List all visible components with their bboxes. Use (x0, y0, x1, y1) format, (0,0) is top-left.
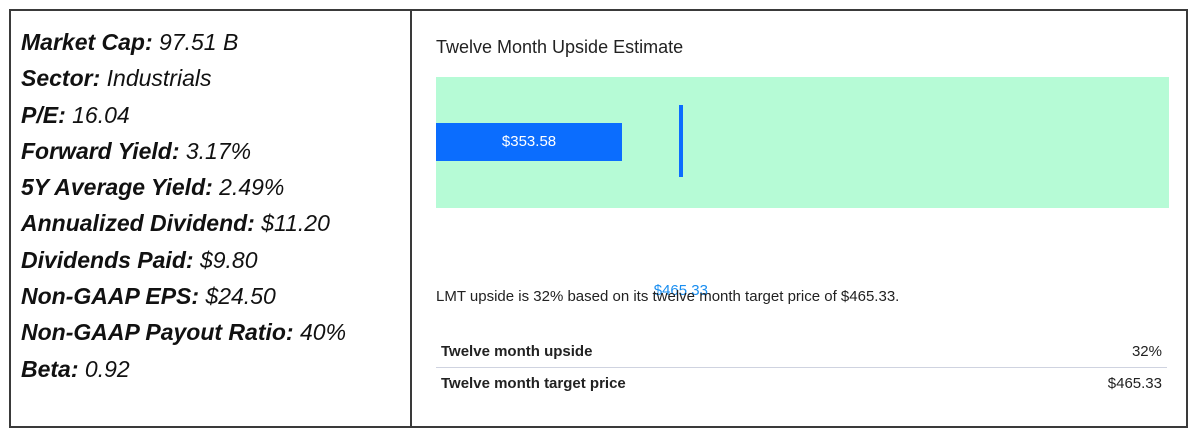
stat-label: Forward Yield: (21, 137, 180, 164)
stat-value: $9.80 (199, 246, 258, 273)
stat-value: $11.20 (261, 210, 330, 237)
stock-summary-card: Market Cap: 97.51 B Sector: Industrials … (9, 9, 1188, 428)
current-price-bar-label: $353.58 (501, 133, 557, 150)
upside-table: Twelve month upside 32% Twelve month tar… (436, 336, 1167, 399)
stat-value: 3.17% (185, 137, 252, 164)
stat-sector: Sector: Industrials (21, 60, 401, 96)
upside-estimate-panel: Twelve Month Upside Estimate $353.58 $46… (414, 11, 1186, 426)
table-divider (436, 367, 1167, 368)
panel-title: Twelve Month Upside Estimate (436, 37, 684, 57)
stat-label: Beta: (21, 355, 79, 382)
stat-non-gaap-payout-ratio: Non-GAAP Payout Ratio: 40% (21, 314, 401, 350)
stat-forward-yield: Forward Yield: 3.17% (21, 133, 401, 169)
stat-label: Sector: (21, 65, 101, 92)
stat-non-gaap-eps: Non-GAAP EPS: $24.50 (21, 278, 401, 314)
stat-value: 97.51 B (159, 29, 239, 55)
table-row: Twelve month upside 32% (436, 336, 1167, 367)
stat-value: 2.49% (219, 174, 285, 201)
current-price-bar: $353.58 (436, 123, 623, 161)
stat-annualized-dividend: Annualized Dividend: $11.20 (21, 205, 401, 241)
target-price-label: $465.33 (653, 282, 708, 299)
stat-beta: Beta: 0.92 (21, 351, 401, 387)
stat-label: Non-GAAP EPS: (21, 283, 200, 310)
table-row-label: Twelve month target price (441, 375, 626, 392)
key-stats-list: Market Cap: 97.51 B Sector: Industrials … (21, 24, 401, 387)
stat-label: Dividends Paid: (21, 246, 194, 273)
stat-5y-average-yield: 5Y Average Yield: 2.49% (21, 169, 401, 205)
stat-value: $24.50 (205, 283, 276, 310)
table-row-value: 32% (1131, 343, 1162, 360)
upside-summary-text: LMT upside is 32% based on its twelve mo… (436, 288, 900, 305)
stat-dividends-paid: Dividends Paid: $9.80 (21, 242, 401, 278)
stat-label: Annualized Dividend: (21, 210, 255, 237)
stat-market-cap: Market Cap: 97.51 B (21, 24, 401, 60)
upside-chart: $353.58 $465.33 (436, 77, 1169, 299)
stat-label: P/E: (21, 101, 66, 128)
stat-value: 16.04 (72, 101, 130, 128)
stat-value: Industrials (106, 65, 212, 92)
table-row-value: $465.33 (1107, 375, 1162, 392)
target-price-marker (678, 105, 683, 177)
table-row: Twelve month target price $465.33 (436, 368, 1167, 399)
stat-label: Market Cap: (21, 29, 153, 55)
stat-value: 40% (299, 319, 347, 346)
stat-label: Non-GAAP Payout Ratio: (21, 319, 294, 346)
table-row-label: Twelve month upside (441, 343, 593, 360)
stat-label: 5Y Average Yield: (21, 174, 213, 201)
column-divider (410, 11, 412, 426)
stat-value: 0.92 (84, 355, 130, 382)
stat-pe: P/E: 16.04 (21, 97, 401, 133)
